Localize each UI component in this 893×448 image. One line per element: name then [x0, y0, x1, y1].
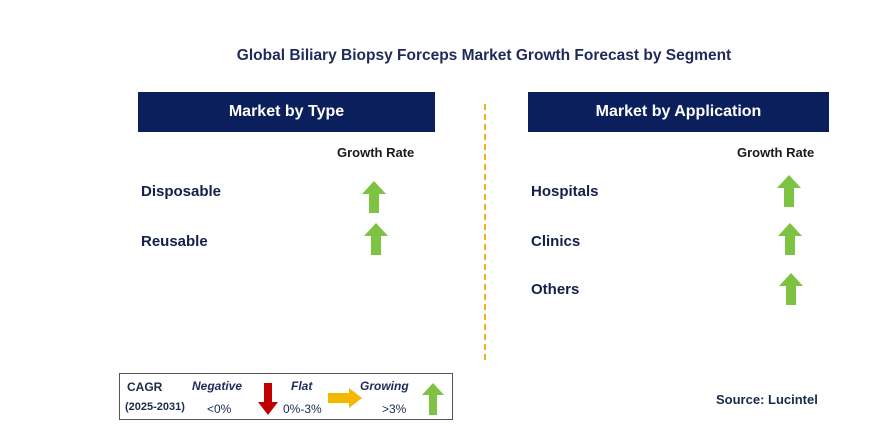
up-arrow-icon — [778, 223, 802, 255]
right-arrow-icon — [328, 388, 362, 408]
up-arrow-icon — [422, 383, 444, 415]
growth-rate-label-application: Growth Rate — [737, 145, 815, 160]
legend-flat-range: 0%-3% — [283, 402, 322, 416]
legend-negative-range: <0% — [207, 402, 232, 416]
up-arrow-icon — [777, 175, 801, 207]
panel-header-type: Market by Type — [138, 92, 435, 132]
row-label-disposable: Disposable — [141, 183, 222, 200]
source-note: Source: Lucintel — [716, 392, 818, 407]
down-arrow-icon — [258, 383, 278, 415]
legend-negative-label: Negative — [192, 379, 243, 393]
legend-period: (2025-2031) — [125, 401, 185, 413]
growth-rate-label-type: Growth Rate — [337, 145, 415, 160]
row-label-clinics: Clinics — [531, 233, 581, 250]
legend-cagr-label: CAGR — [127, 380, 163, 394]
up-arrow-icon — [362, 181, 386, 213]
panel-divider — [484, 104, 486, 360]
up-arrow-icon — [779, 273, 803, 305]
legend-flat-label: Flat — [291, 379, 313, 393]
row-label-others: Others — [531, 281, 580, 298]
cagr-legend: CAGR (2025-2031) Negative <0% Flat 0%-3%… — [119, 373, 453, 420]
row-label-hospitals: Hospitals — [531, 183, 599, 200]
legend-growing-range: >3% — [382, 402, 407, 416]
legend-growing-label: Growing — [360, 379, 409, 393]
row-label-reusable: Reusable — [141, 233, 208, 250]
up-arrow-icon — [364, 223, 388, 255]
chart-title: Global Biliary Biopsy Forceps Market Gro… — [236, 47, 732, 64]
panel-header-application: Market by Application — [528, 92, 829, 132]
